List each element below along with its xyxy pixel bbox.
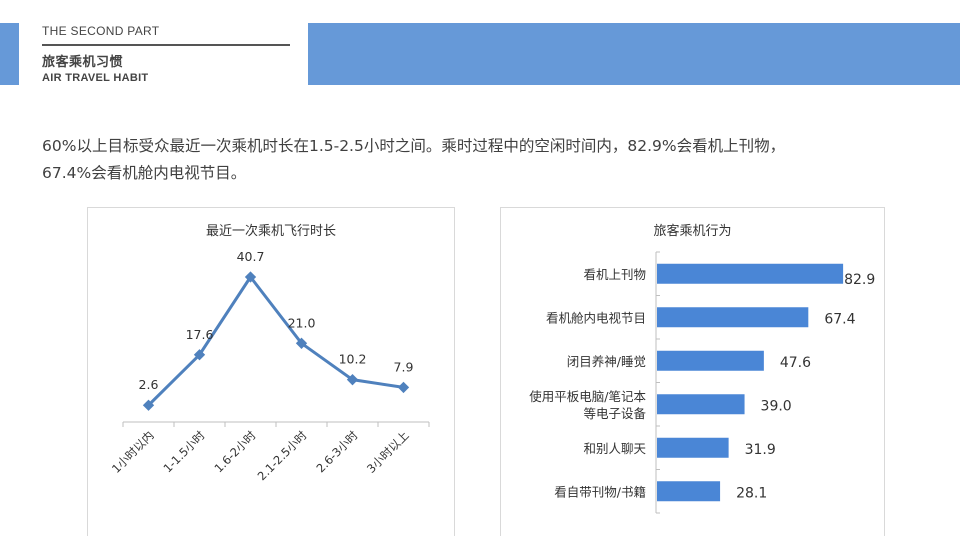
summary-line-2: 67.4%会看机舱内电视节目。 xyxy=(42,164,247,182)
x-tick-label: 1-1.5小时 xyxy=(160,428,208,476)
data-label: 7.9 xyxy=(394,359,414,374)
data-label: 40.7 xyxy=(237,249,265,264)
category-label: 看机上刊物 xyxy=(583,267,646,282)
bar xyxy=(657,263,844,284)
bar-value-label: 82.9 xyxy=(844,272,875,288)
bar xyxy=(657,350,764,371)
x-tick-label: 2.1-2.5小时 xyxy=(255,428,310,483)
part-label: THE SECOND PART xyxy=(42,24,160,38)
x-tick-label: 2.6-3小时 xyxy=(313,428,361,476)
bar xyxy=(657,437,729,458)
category-label: 等电子设备 xyxy=(583,406,646,421)
data-label: 17.6 xyxy=(186,327,214,342)
data-point-marker xyxy=(193,349,206,361)
bar-value-label: 67.4 xyxy=(824,311,855,327)
x-tick-label: 1.6-2小时 xyxy=(211,428,259,476)
section-title-cn: 旅客乘机习惯 xyxy=(42,55,124,70)
bar-chart-plot: 82.9 看机上刊物 67.4 看机舱内电视节目 47.6 闭目养神/睡觉 39.0 使用平板… xyxy=(529,251,875,514)
data-label: 21.0 xyxy=(288,315,316,330)
line-chart-title: 最近一次乘机飞行时长 xyxy=(205,224,336,239)
data-label: 10.2 xyxy=(339,352,367,367)
category-label: 看自带刊物/书籍 xyxy=(554,484,646,499)
bar xyxy=(657,307,809,328)
section-title-en: AIR TRAVEL HABIT xyxy=(42,72,149,84)
line-chart-plot: 2.6 1小时以内 17.6 1-1.5小时 40.7 1.6-2小时 21.0 2.1-2.… xyxy=(109,249,430,483)
series-line xyxy=(147,274,404,407)
data-point-marker xyxy=(142,399,155,411)
category-label: 看机舱内电视节目 xyxy=(546,310,646,325)
section-header: THE SECOND PART 旅客乘机习惯 AIR TRAVEL HABIT xyxy=(42,24,292,84)
summary-line-1: 60%以上目标受众最近一次乘机时长在1.5-2.5小时之间。乘时过程中的空闲时间… xyxy=(42,137,786,155)
summary-text: 60%以上目标受众最近一次乘机时长在1.5-2.5小时之间。乘时过程中的空闲时间… xyxy=(42,133,942,187)
bar-value-label: 39.0 xyxy=(761,398,792,414)
data-label: 2.6 xyxy=(139,377,159,392)
bar-value-label: 47.6 xyxy=(780,355,811,371)
data-point-marker xyxy=(397,381,410,394)
header-divider xyxy=(42,44,290,46)
bar-chart-title: 旅客乘机行为 xyxy=(653,224,732,239)
category-label: 闭目养神/睡觉 xyxy=(567,354,646,369)
data-point-marker xyxy=(346,374,359,386)
bar-value-label: 28.1 xyxy=(736,485,767,501)
category-label: 使用平板电脑/笔记本 xyxy=(529,389,646,404)
flight-duration-chart: 最近一次乘机飞行时长 2.6 1小时以内 17.6 1-1.5小时 40.7 1.6-2小… xyxy=(87,207,455,536)
x-tick-label: 1小时以内 xyxy=(109,428,157,476)
passenger-behavior-chart: 旅客乘机行为 82.9 看机上刊物 67.4 看机舱内电视节目 47.6 闭目养神/睡觉 3… xyxy=(500,207,885,536)
category-label: 和别人聊天 xyxy=(583,441,646,456)
bar xyxy=(657,394,745,415)
x-tick-label: 3小时以上 xyxy=(364,428,412,476)
header-accent-bar xyxy=(308,23,960,85)
bar-value-label: 31.9 xyxy=(745,442,776,458)
left-accent-block xyxy=(0,23,19,85)
bar xyxy=(657,481,721,502)
data-point-marker xyxy=(295,337,308,349)
